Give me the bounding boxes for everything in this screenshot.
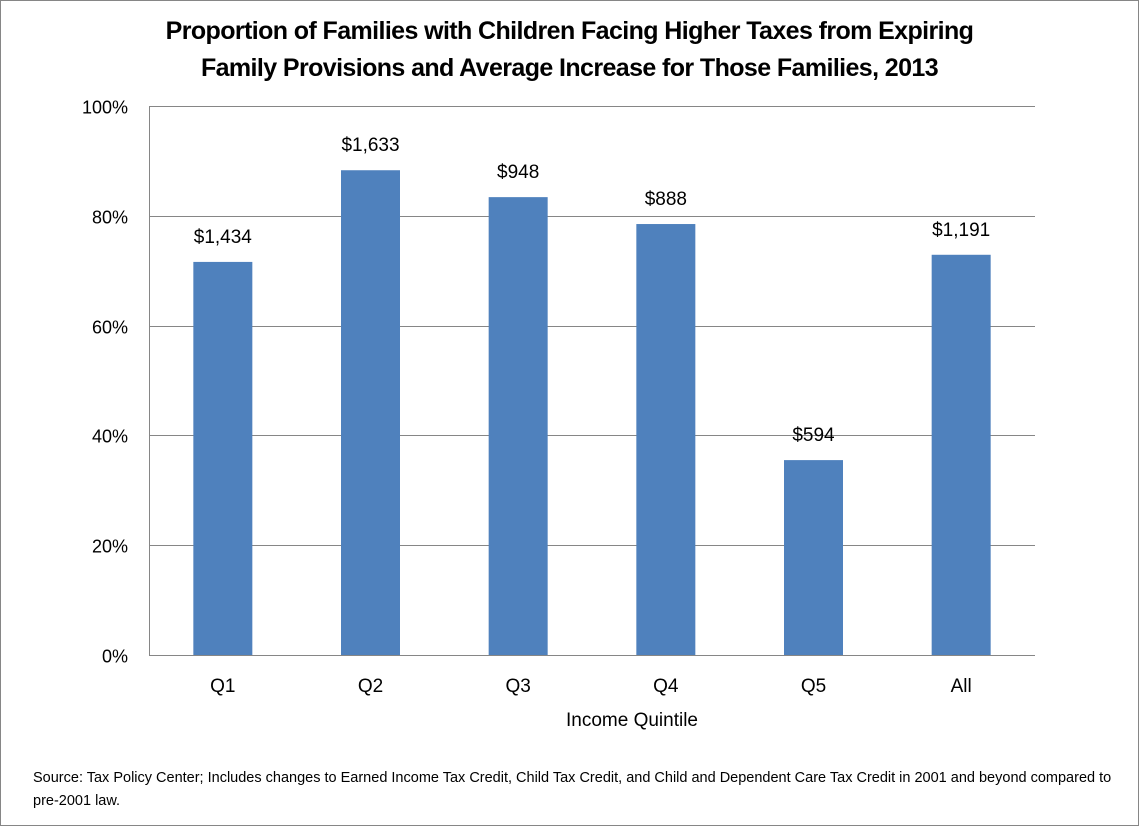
bar-q3: [488, 197, 548, 655]
y-tick-label: 0%: [102, 647, 128, 667]
bar-all: [931, 254, 991, 656]
x-axis-title: Income Quintile: [566, 710, 698, 731]
bar-q2: [341, 170, 400, 655]
bar-q1: [193, 261, 253, 655]
x-tick-label: Q3: [505, 676, 530, 697]
data-label: $888: [645, 189, 687, 210]
chart-title-line-1: Proportion of Families with Children Fac…: [165, 17, 974, 45]
chart-title-line-2: Family Provisions and Average Increase f…: [200, 54, 939, 82]
data-label: $1,434: [194, 227, 253, 248]
x-axis-ticks: Q1 Q2 Q3 Q4 Q5 All: [210, 676, 972, 697]
data-labels: $1,434 $1,633 $948 $888 $594 $1,191: [194, 135, 990, 446]
y-tick-label: 100%: [82, 98, 128, 118]
x-tick-label: Q2: [358, 676, 383, 697]
bars: [193, 170, 991, 656]
bar-q5: [784, 460, 843, 655]
y-tick-label: 80%: [92, 208, 128, 228]
x-tick-label: Q1: [210, 676, 235, 697]
source-note: Source: Tax Policy Center; Includes chan…: [33, 770, 1112, 809]
x-tick-label: Q5: [801, 676, 826, 697]
data-label: $594: [792, 425, 835, 446]
y-tick-label: 40%: [92, 427, 128, 447]
data-label: $1,191: [932, 220, 990, 241]
bar-q4: [636, 224, 696, 655]
gridlines: [149, 106, 1035, 656]
x-tick-label: All: [951, 676, 972, 697]
y-tick-label: 60%: [92, 318, 128, 338]
data-label: $948: [497, 162, 539, 183]
y-tick-label: 20%: [92, 537, 128, 557]
y-axis-ticks: 0% 20% 40% 60% 80% 100%: [82, 98, 128, 667]
x-tick-label: Q4: [653, 676, 679, 697]
data-label: $1,633: [341, 135, 399, 156]
